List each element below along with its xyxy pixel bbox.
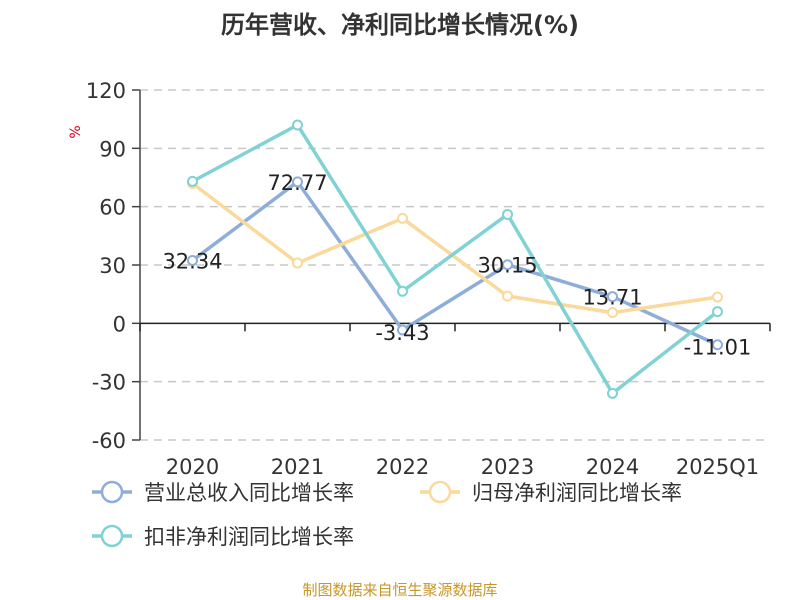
x-tick-label: 2023 [481, 455, 534, 479]
y-tick-label: 60 [99, 196, 126, 220]
y-tick-label: 90 [99, 137, 126, 161]
data-label: 30.15 [477, 254, 537, 278]
y-tick-label: 30 [99, 254, 126, 278]
data-label: 13.71 [582, 286, 642, 310]
grid-lines [140, 89, 770, 441]
series-line-3 [191, 123, 719, 396]
y-tick-label: 0 [113, 312, 126, 336]
series-line-1 [191, 180, 719, 347]
y-tick-label: 120 [86, 79, 126, 103]
data-point [187, 175, 198, 187]
legend-marker [428, 480, 452, 504]
data-label: -11.01 [684, 336, 752, 360]
x-tick-label: 2022 [376, 455, 429, 479]
data-label: -3.43 [375, 321, 429, 345]
data-point [502, 208, 513, 220]
data-point [397, 212, 408, 224]
data-labels: 32.34 72.77 -3.43 30.15 13.71 -11.01 [162, 171, 751, 360]
axes: 120 90 60 30 0 -30 -60 2020 2021 2022 2023 2024 2025… [86, 79, 771, 479]
data-label: 32.34 [162, 249, 222, 273]
data-point [712, 306, 723, 318]
legend-label: 扣非净利润同比增长率 [144, 525, 354, 549]
data-point [607, 387, 618, 399]
series-line-2 [191, 181, 718, 315]
data-point [607, 307, 618, 319]
y-tick-label: -60 [92, 429, 126, 453]
data-point [187, 254, 198, 266]
series-layer [187, 119, 723, 399]
data-point [397, 285, 408, 297]
data-point [292, 176, 303, 188]
legend-label: 归母净利润同比增长率 [472, 481, 682, 505]
legend-label: 营业总收入同比增长率 [144, 481, 354, 505]
data-point [502, 290, 513, 302]
data-point [607, 291, 618, 303]
data-point [502, 259, 513, 271]
data-point [712, 339, 723, 351]
data-point [292, 257, 303, 269]
x-tick-label: 2020 [166, 455, 219, 479]
y-axis-label: % [68, 125, 84, 138]
x-tick-label: 2025Q1 [676, 455, 759, 479]
data-point [712, 291, 723, 303]
data-point [397, 324, 408, 336]
y-tick-label: -30 [92, 371, 126, 395]
data-point [292, 119, 303, 131]
legend-marker [100, 524, 124, 548]
x-tick-label: 2024 [586, 455, 639, 479]
legend-marker [100, 480, 124, 504]
x-tick-label: 2021 [271, 455, 324, 479]
chart-title: 历年营收、净利同比增长情况(%) [221, 11, 579, 39]
data-label: 72.77 [267, 171, 327, 195]
source-note: 制图数据来自恒生聚源数据库 [302, 581, 497, 599]
